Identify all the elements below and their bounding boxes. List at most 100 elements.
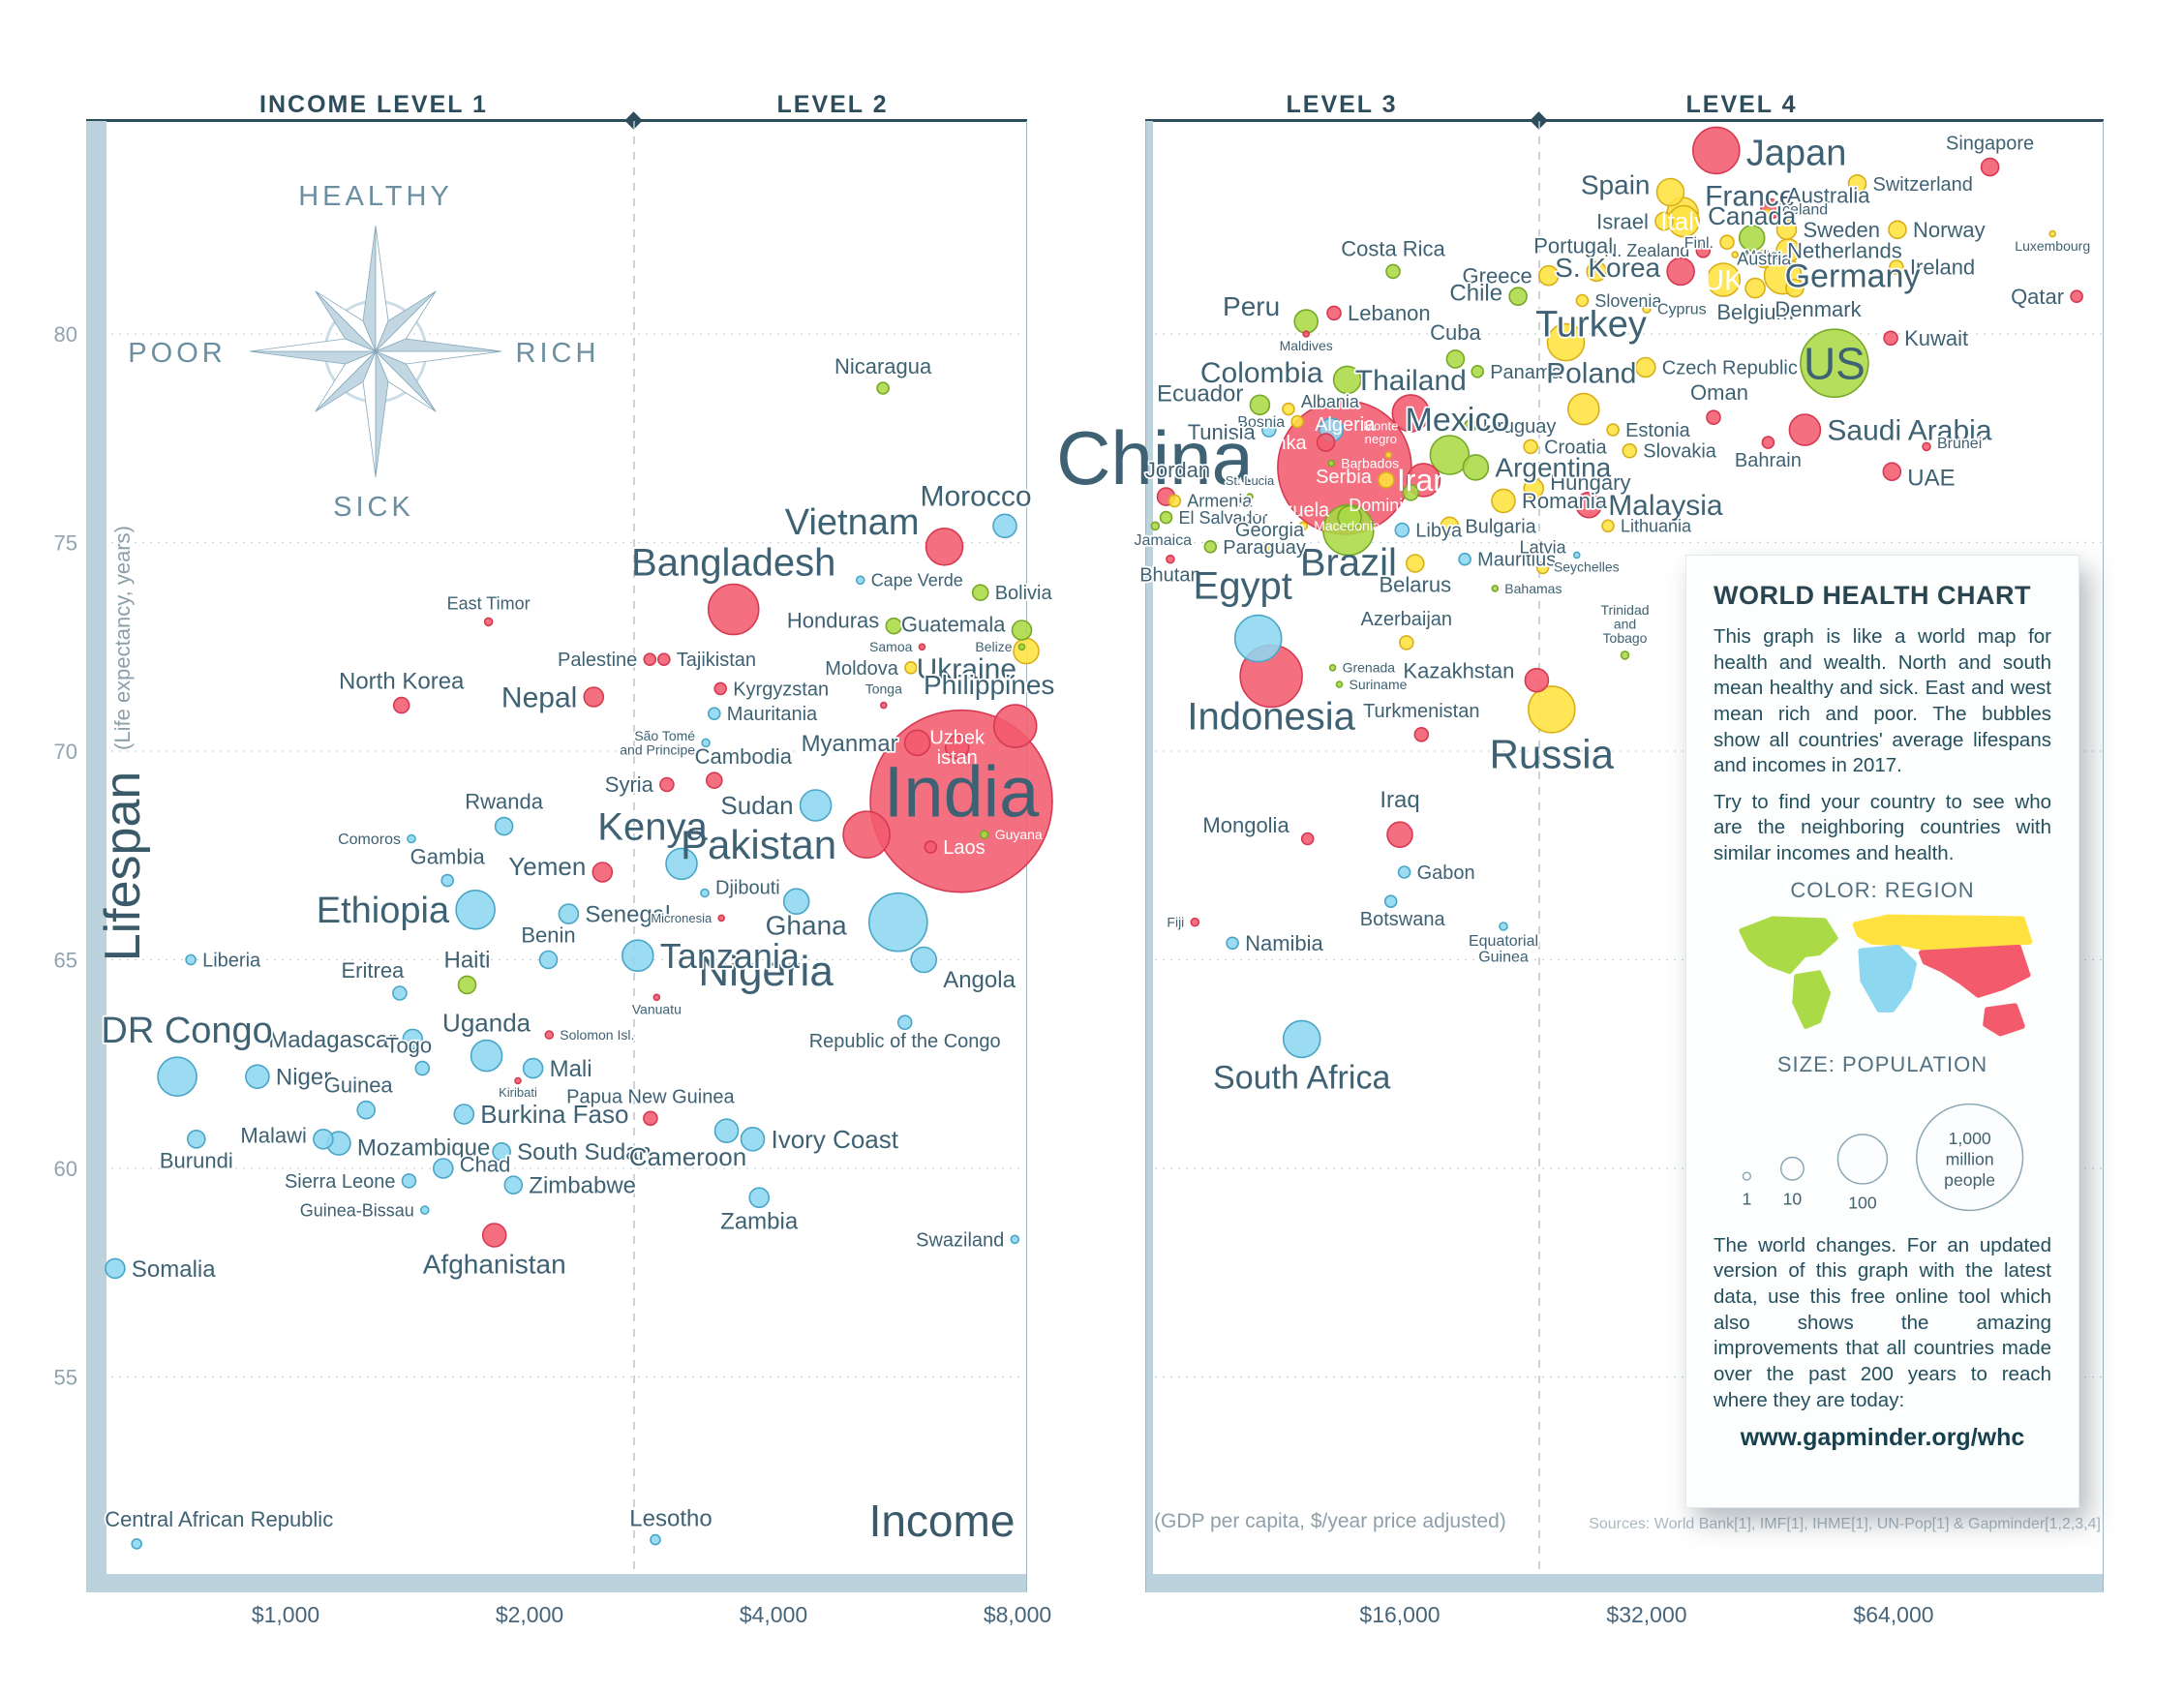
country-bubble-togo[interactable] xyxy=(414,1060,431,1076)
country-bubble-guatemala[interactable] xyxy=(1011,620,1033,641)
country-bubble-venezuela[interactable] xyxy=(1337,504,1362,530)
country-bubble-liberia[interactable] xyxy=(185,953,197,966)
country-bubble-bulgaria[interactable] xyxy=(1440,516,1460,536)
country-bubble-rwanda[interactable] xyxy=(494,816,514,836)
country-bubble-cameroon[interactable] xyxy=(713,1118,740,1143)
country-bubble-slovakia[interactable] xyxy=(1622,442,1638,459)
country-bubble-kazakhstan[interactable] xyxy=(1524,667,1550,693)
country-bubble-mauritius[interactable] xyxy=(1458,552,1471,566)
country-bubble-paraguay[interactable] xyxy=(1203,539,1218,554)
country-bubble-zambia[interactable] xyxy=(748,1187,771,1208)
country-bubble-trinidad-and-tobago[interactable] xyxy=(1620,650,1630,660)
country-bubble-brunei[interactable] xyxy=(1922,441,1931,452)
country-bubble-spain[interactable] xyxy=(1655,177,1685,207)
country-bubble-pakistan[interactable] xyxy=(842,810,891,860)
country-bubble-burkina-faso[interactable] xyxy=(453,1104,475,1125)
country-bubble-palestine[interactable] xyxy=(643,652,657,667)
country-bubble-philippines[interactable] xyxy=(992,704,1038,748)
country-bubble-senegal[interactable] xyxy=(558,903,580,924)
country-bubble-ukraine[interactable] xyxy=(1013,637,1040,665)
country-bubble-uzbek-istan[interactable] xyxy=(944,734,970,760)
country-bubble-estonia[interactable] xyxy=(1606,423,1620,437)
country-bubble-maldives[interactable] xyxy=(1302,330,1310,338)
country-bubble-tonga[interactable] xyxy=(879,701,888,710)
country-bubble-egypt[interactable] xyxy=(1233,614,1283,663)
country-bubble-cambodia[interactable] xyxy=(705,771,723,790)
country-bubble-namibia[interactable] xyxy=(1226,936,1239,951)
country-bubble-south-africa[interactable] xyxy=(1282,1019,1321,1059)
country-bubble-afghanistan[interactable] xyxy=(481,1223,507,1248)
country-bubble-zimbabwe[interactable] xyxy=(503,1175,524,1195)
country-bubble-romania[interactable] xyxy=(1491,488,1516,514)
country-bubble-niger[interactable] xyxy=(245,1064,270,1089)
country-bubble-tunisia[interactable] xyxy=(1261,422,1277,438)
country-bubble-n-zealand[interactable] xyxy=(1695,242,1712,258)
country-bubble-republic-of-the-congo[interactable] xyxy=(896,1014,913,1030)
country-bubble-myanmar[interactable] xyxy=(903,729,931,757)
country-bubble-poland[interactable] xyxy=(1567,392,1600,426)
country-bubble-kenya[interactable] xyxy=(665,847,698,881)
country-bubble-bolivia[interactable] xyxy=(971,584,989,602)
country-bubble-nicaragua[interactable] xyxy=(876,381,890,395)
gapminder-url-link[interactable]: www.gapminder.org/whc xyxy=(1740,1424,2025,1452)
country-bubble-sweden[interactable] xyxy=(1775,219,1798,241)
country-bubble-nepal[interactable] xyxy=(583,686,605,708)
country-bubble-guinea[interactable] xyxy=(356,1100,377,1120)
country-bubble-papua-new-guinea[interactable] xyxy=(643,1110,658,1127)
country-bubble-tanzania[interactable] xyxy=(621,939,654,973)
country-bubble-lithuania[interactable] xyxy=(1601,519,1615,533)
country-bubble-monte-negro[interactable] xyxy=(1384,451,1393,459)
country-bubble-slovenia[interactable] xyxy=(1575,293,1590,308)
country-bubble-samoa[interactable] xyxy=(918,643,926,651)
country-bubble-mauritania[interactable] xyxy=(707,707,721,721)
country-bubble-nigeria[interactable] xyxy=(867,892,928,953)
country-bubble-el-salvador[interactable] xyxy=(1159,510,1173,525)
country-bubble-sri-lanka[interactable] xyxy=(1316,433,1336,452)
country-bubble-jamaica[interactable] xyxy=(1150,521,1161,531)
country-bubble-austria[interactable] xyxy=(1754,249,1774,269)
country-bubble-gambia[interactable] xyxy=(440,873,455,888)
country-bubble-croatia[interactable] xyxy=(1523,439,1538,455)
country-bubble-bangladesh[interactable] xyxy=(707,583,760,636)
country-bubble-dr-congo[interactable] xyxy=(157,1056,197,1097)
country-bubble-eritrea[interactable] xyxy=(392,985,408,1001)
country-bubble-vietnam[interactable] xyxy=(925,527,964,566)
country-bubble-bhutan[interactable] xyxy=(1166,554,1175,564)
country-bubble-belize[interactable] xyxy=(1017,643,1026,651)
country-bubble-st-lucia[interactable] xyxy=(1246,493,1254,500)
country-bubble-peru[interactable] xyxy=(1293,309,1319,334)
country-bubble-chad[interactable] xyxy=(432,1158,454,1179)
country-bubble-hungary[interactable] xyxy=(1523,477,1545,499)
country-bubble-serbia[interactable] xyxy=(1378,471,1395,489)
country-bubble-bahrain[interactable] xyxy=(1761,436,1775,449)
country-bubble-botswana[interactable] xyxy=(1383,894,1398,909)
country-bubble-uae[interactable] xyxy=(1882,462,1902,482)
country-bubble-cuba[interactable] xyxy=(1445,349,1466,369)
country-bubble-s-o-tom-and-principe[interactable] xyxy=(701,738,711,748)
country-bubble-azerbaijan[interactable] xyxy=(1399,635,1414,650)
country-bubble-barbados[interactable] xyxy=(1327,459,1335,468)
country-bubble-vanuatu[interactable] xyxy=(652,993,661,1002)
country-bubble-south-sudan[interactable] xyxy=(492,1142,511,1162)
country-bubble-belgium[interactable] xyxy=(1744,277,1766,299)
country-bubble-micronesia[interactable] xyxy=(717,914,726,923)
country-bubble-georgia[interactable] xyxy=(1262,544,1277,558)
country-bubble-malaysia[interactable] xyxy=(1575,491,1602,519)
country-bubble-switzerland[interactable] xyxy=(1847,174,1867,194)
country-bubble-lebanon[interactable] xyxy=(1326,305,1342,321)
country-bubble-denmark[interactable] xyxy=(1785,278,1805,298)
country-bubble-costa-rica[interactable] xyxy=(1385,263,1401,280)
country-bubble-guinea-bissau[interactable] xyxy=(419,1205,430,1215)
country-bubble-panama[interactable] xyxy=(1471,364,1484,378)
country-bubble-ethiopia[interactable] xyxy=(455,889,496,930)
country-bubble-colombia[interactable] xyxy=(1332,365,1362,395)
country-bubble-benin[interactable] xyxy=(538,950,559,970)
country-bubble-cyprus[interactable] xyxy=(1642,304,1652,314)
country-bubble-moldova[interactable] xyxy=(904,660,918,675)
country-bubble-somalia[interactable] xyxy=(105,1257,126,1280)
country-bubble-swaziland[interactable] xyxy=(1010,1234,1020,1245)
country-bubble-mali[interactable] xyxy=(522,1057,544,1079)
country-bubble-iceland[interactable] xyxy=(1762,208,1773,218)
country-bubble-djibouti[interactable] xyxy=(700,888,710,898)
country-bubble-mongolia[interactable] xyxy=(1300,832,1315,846)
